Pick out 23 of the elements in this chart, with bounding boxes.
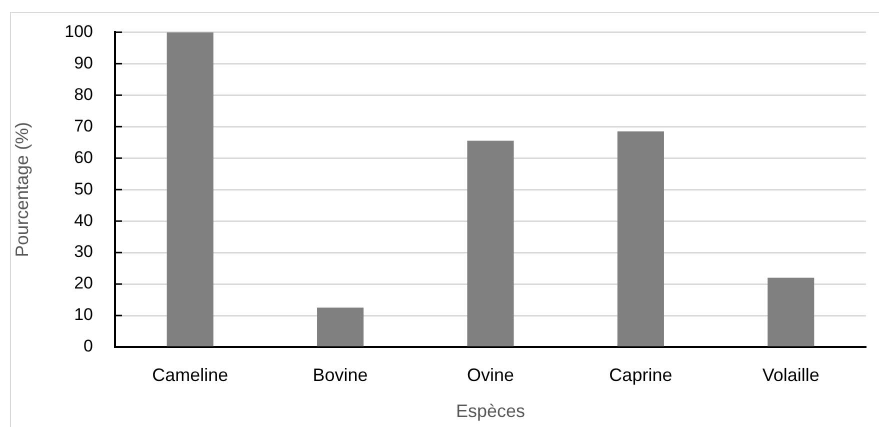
x-tick-label: Bovine (312, 364, 368, 385)
y-tick-label: 20 (74, 274, 93, 293)
x-tick-label: Caprine (609, 364, 672, 385)
y-tick-label: 90 (74, 53, 93, 72)
y-tick-label: 40 (74, 210, 93, 230)
x-tick-label: Ovine (466, 364, 514, 385)
bar (768, 278, 814, 346)
bar (617, 131, 664, 346)
x-axis-title: Espèces (456, 401, 526, 422)
y-tick-label: 60 (74, 148, 93, 167)
y-tick-label: 30 (74, 242, 93, 262)
bar (467, 140, 514, 346)
y-tick-label: 0 (84, 336, 93, 356)
x-tick-label: Cameline (152, 364, 228, 385)
y-axis-title: Pourcentage (%) (12, 122, 32, 258)
y-tick-label: 100 (64, 22, 93, 41)
y-tick-label: 70 (74, 116, 93, 136)
bar (166, 32, 214, 346)
y-tick-label: 10 (74, 305, 93, 324)
y-tick-label: 50 (74, 179, 93, 198)
bar (317, 308, 364, 346)
x-tick-label: Volaille (762, 364, 820, 385)
y-tick-label: 80 (74, 84, 93, 104)
